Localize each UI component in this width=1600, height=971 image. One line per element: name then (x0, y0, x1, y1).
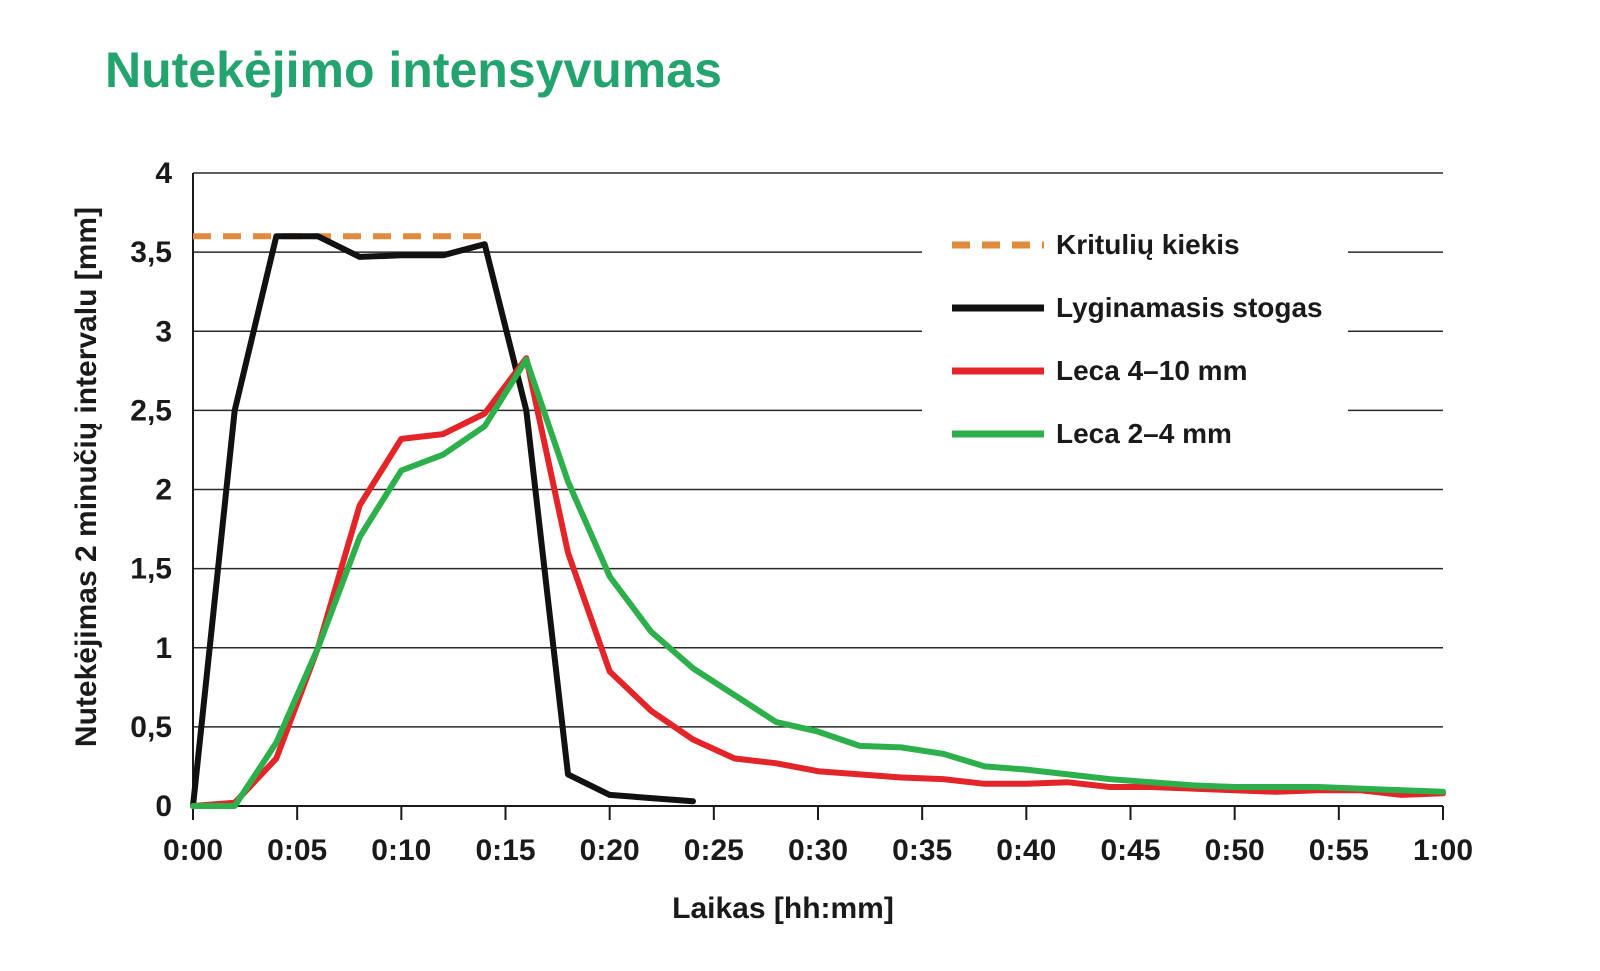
x-tick-label: 0:15 (475, 834, 535, 867)
y-tick-label: 0 (155, 790, 172, 823)
y-tick-label: 3 (155, 315, 172, 348)
series-lines (190, 233, 1446, 809)
x-tick-labels: 0:00 0:05 0:10 0:15 0:20 0:25 0:30 0:35 0:40 0:45… (163, 834, 1473, 867)
x-tick-label: 0:20 (580, 834, 640, 867)
legend-label-krituliu-kiekis: Kritulių kiekis (1056, 229, 1240, 260)
x-tick-label: 1:00 (1413, 834, 1473, 867)
x-tick-label: 0:50 (1205, 834, 1265, 867)
series-line-lyginamasis-stogas (190, 233, 696, 809)
y-tick-label: 4 (155, 157, 172, 190)
y-tick-labels: 0 0,5 1 1,5 2 2,5 3 3,5 4 (130, 157, 172, 823)
x-tick-label: 0:55 (1309, 834, 1369, 867)
legend-label-leca-2-4-mm: Leca 2–4 mm (1056, 418, 1232, 449)
chart-title: Nutekėjimo intensyvumas (105, 42, 722, 98)
y-axis-label: Nutekėjimas 2 minučių intervalu [mm] (70, 207, 103, 747)
y-tick-label: 0,5 (130, 711, 172, 744)
legend-background (922, 208, 1348, 466)
x-tick-label: 0:45 (1100, 834, 1160, 867)
axes (192, 173, 1444, 820)
x-tick-label: 0:05 (267, 834, 327, 867)
series-line-leca-4-10-mm (190, 355, 1446, 809)
legend: Kritulių kiekis Lyginamasis stogas Leca 4–… (952, 229, 1323, 449)
x-axis-label: Laikas [hh:mm] (672, 892, 894, 925)
x-tick-label: 0:30 (788, 834, 848, 867)
x-tick-label: 0:25 (684, 834, 744, 867)
series-line-leca-2-4-mm (190, 356, 1446, 809)
x-tick-label: 0:10 (371, 834, 431, 867)
y-tick-label: 1,5 (130, 553, 172, 586)
y-tick-label: 2 (155, 474, 172, 507)
legend-label-lyginamasis-stogas: Lyginamasis stogas (1056, 292, 1323, 323)
legend-box (922, 208, 1348, 466)
y-tick-label: 1 (155, 632, 172, 665)
x-tick-label: 0:00 (163, 834, 223, 867)
legend-label-leca-4-10-mm: Leca 4–10 mm (1056, 355, 1247, 386)
x-tick-label: 0:40 (996, 834, 1056, 867)
y-tick-label: 2,5 (130, 394, 172, 427)
y-tick-label: 3,5 (130, 236, 172, 269)
x-tick-label: 0:35 (892, 834, 952, 867)
